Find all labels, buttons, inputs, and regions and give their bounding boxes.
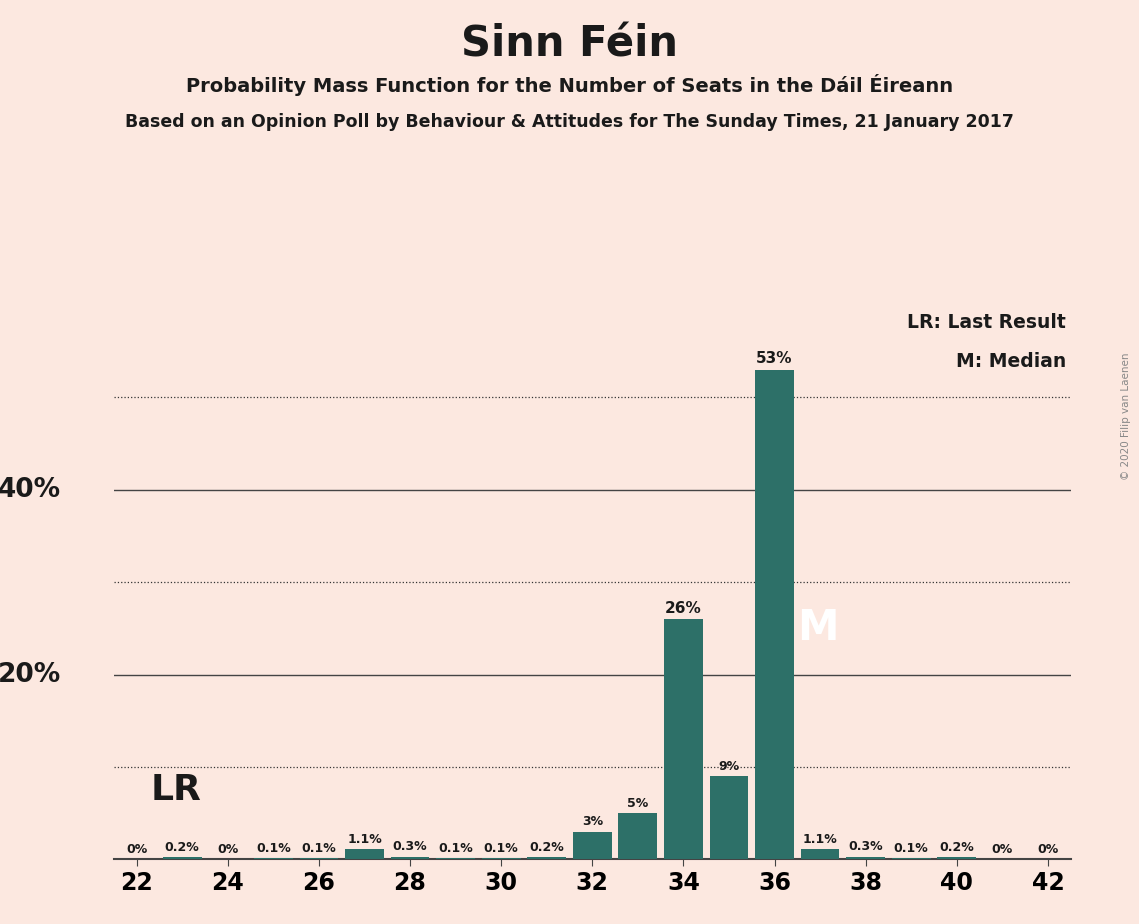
Bar: [618, 813, 657, 859]
Text: Probability Mass Function for the Number of Seats in the Dáil Éireann: Probability Mass Function for the Number…: [186, 74, 953, 96]
Text: Based on an Opinion Poll by Behaviour & Attitudes for The Sunday Times, 21 Janua: Based on an Opinion Poll by Behaviour & …: [125, 113, 1014, 130]
Bar: [755, 370, 794, 859]
Bar: [710, 776, 748, 859]
Text: 53%: 53%: [756, 351, 793, 366]
Text: 0.3%: 0.3%: [849, 840, 883, 854]
Text: 0.2%: 0.2%: [530, 841, 564, 854]
Text: 0.2%: 0.2%: [940, 841, 974, 854]
Bar: [345, 849, 384, 859]
Text: 0.1%: 0.1%: [439, 842, 473, 856]
Text: 0.3%: 0.3%: [393, 840, 427, 854]
Text: LR: Last Result: LR: Last Result: [907, 313, 1066, 333]
Text: 0%: 0%: [1038, 843, 1058, 856]
Text: © 2020 Filip van Laenen: © 2020 Filip van Laenen: [1121, 352, 1131, 480]
Text: 3%: 3%: [582, 815, 603, 828]
Bar: [664, 619, 703, 859]
Text: 0.1%: 0.1%: [256, 842, 290, 856]
Text: 26%: 26%: [665, 601, 702, 615]
Text: 0%: 0%: [992, 843, 1013, 856]
Text: 0.2%: 0.2%: [165, 841, 199, 854]
Text: 0.1%: 0.1%: [302, 842, 336, 856]
Bar: [527, 857, 566, 859]
Text: 1.1%: 1.1%: [803, 833, 837, 846]
Bar: [846, 857, 885, 859]
Text: M: M: [797, 607, 838, 650]
Text: M: Median: M: Median: [956, 352, 1066, 371]
Text: 0.1%: 0.1%: [894, 842, 928, 856]
Text: 20%: 20%: [0, 662, 62, 687]
Bar: [801, 849, 839, 859]
Bar: [391, 857, 429, 859]
Text: LR: LR: [150, 773, 202, 807]
Text: Sinn Féin: Sinn Féin: [461, 23, 678, 65]
Bar: [163, 857, 202, 859]
Text: 0.1%: 0.1%: [484, 842, 518, 856]
Text: 40%: 40%: [0, 477, 62, 503]
Text: 0%: 0%: [218, 843, 238, 856]
Text: 9%: 9%: [719, 760, 739, 772]
Text: 0%: 0%: [126, 843, 147, 856]
Text: 5%: 5%: [628, 796, 648, 809]
Bar: [937, 857, 976, 859]
Text: 1.1%: 1.1%: [347, 833, 382, 846]
Bar: [573, 832, 612, 859]
